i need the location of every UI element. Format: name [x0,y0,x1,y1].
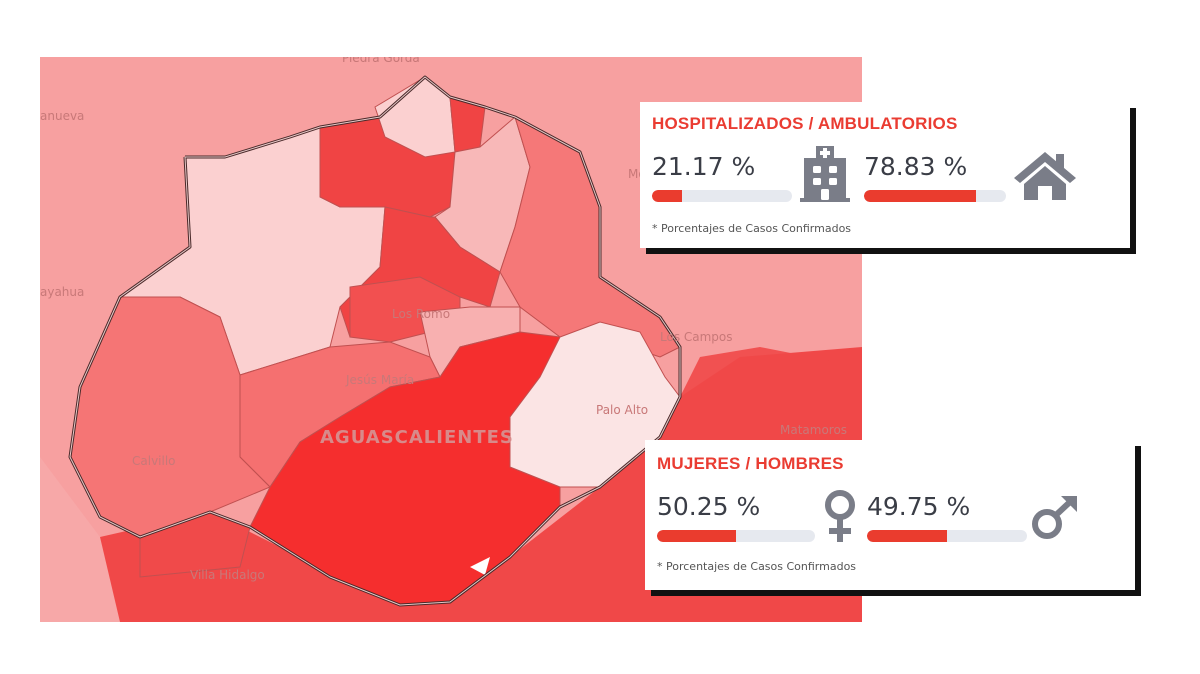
women-progress-bar [657,530,815,542]
map-label-villa-hidalgo: Villa Hidalgo [190,568,265,582]
men-percent: 49.75 % [867,492,971,521]
female-icon [823,490,857,550]
map-label-piedra-gorda: Piedra Gorda [342,57,420,65]
hospitalized-percent: 21.17 % [652,152,756,181]
women-progress-fill [657,530,737,542]
men-progress-bar [867,530,1027,542]
men-progress-fill [867,530,947,542]
map-label-matamoros: Matamoros [780,423,848,437]
map-label-aguascalientes: AGUASCALIENTES [320,427,514,448]
card-title: HOSPITALIZADOS / AMBULATORIOS [652,114,958,133]
male-icon [1031,496,1079,544]
ambulatory-percent: 78.83 % [864,152,968,181]
hospitalized-progress-fill [652,190,682,202]
women-percent: 50.25 % [657,492,761,521]
house-icon [1012,150,1078,204]
ambulatory-progress-bar [864,190,1006,202]
map-label-calvillo: Calvillo [132,454,176,468]
map-label-jesus-maria: Jesús María [346,373,415,387]
ambulatory-progress-fill [864,190,976,202]
footnote: * Porcentajes de Casos Confirmados [657,560,857,573]
hospitalized-progress-bar [652,190,792,202]
card-title: MUJERES / HOMBRES [657,454,844,473]
hospitalized-ambulatory-card: HOSPITALIZADOS / AMBULATORIOS 21.17 % 78… [640,102,1130,248]
footnote: * Porcentajes de Casos Confirmados [652,222,852,235]
map-label-los-campos: Los Campos [660,330,733,344]
map-label-villanueva: anueva [40,109,85,123]
map-label-tlachichila: ayahua [40,285,85,299]
hospital-icon [800,146,850,206]
women-men-card: MUJERES / HOMBRES 50.25 % 49.75 % * Porc… [645,440,1135,590]
map-label-palo-alto: Palo Alto [596,403,649,417]
map-label-los-romo: Los Romo [392,307,451,321]
